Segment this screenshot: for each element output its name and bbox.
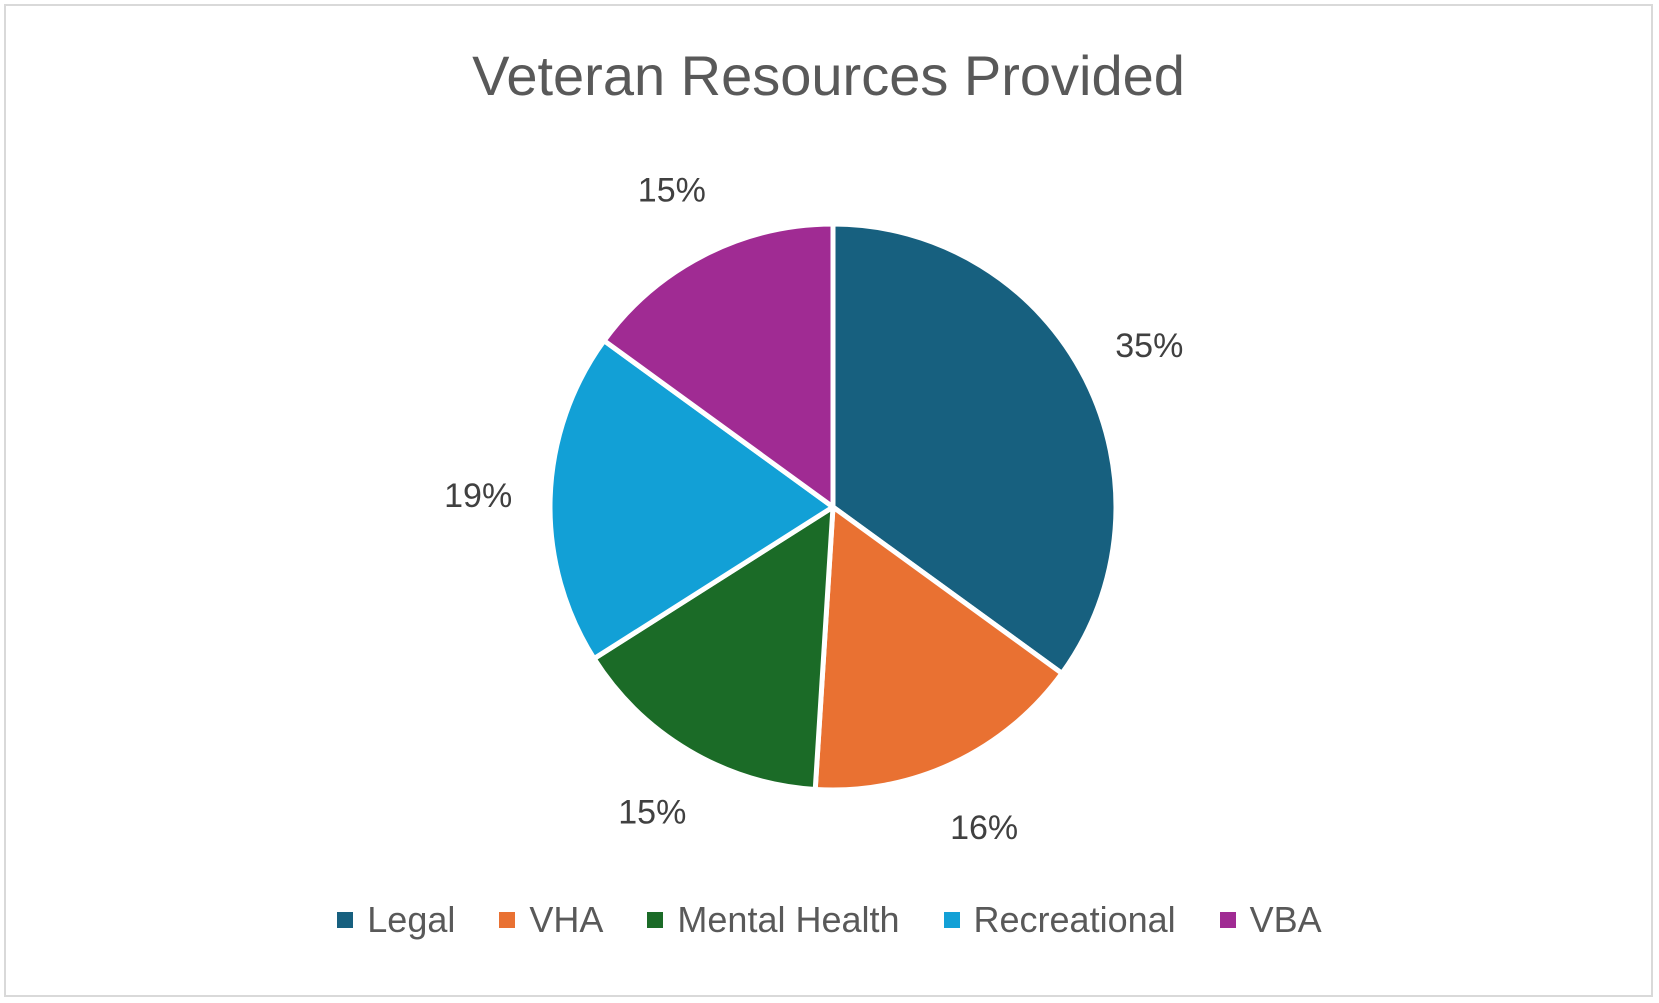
legend-label: Legal [367,899,456,940]
data-label-legal: 35% [1115,327,1183,365]
legend-label: Recreational [973,899,1176,940]
legend: Legal VHA Mental Health Recreational VBA [0,902,1659,938]
chart-title: Veteran Resources Provided [472,44,1185,107]
legend-swatch [499,912,516,928]
legend-swatch [1219,912,1236,928]
legend-swatch [647,912,664,928]
legend-item-legal: Legal [337,902,455,938]
legend-swatch [337,912,354,928]
legend-label: Mental Health [677,899,900,940]
legend-item-vba: VBA [1219,899,1322,940]
pie-slice-recreational [547,338,836,662]
data-label-mental-health: 15% [618,794,686,832]
data-label-vha: 16% [950,809,1018,847]
data-label-vba: 15% [638,172,706,210]
pie-slice-mental-health [591,504,836,792]
legend-item-vha: VHA [499,902,603,938]
legend-item-mental-health: Mental Health [647,899,900,940]
legend-swatch [943,912,960,928]
pie-slice-legal [830,221,1119,676]
data-label-recreational: 19% [444,477,512,515]
legend-label: VHA [529,899,604,940]
pie-slice-vha [812,504,1065,793]
legend-label: VBA [1249,899,1322,940]
legend-item-recreational: Recreational [943,899,1176,940]
pie-slice-vba [601,221,836,510]
